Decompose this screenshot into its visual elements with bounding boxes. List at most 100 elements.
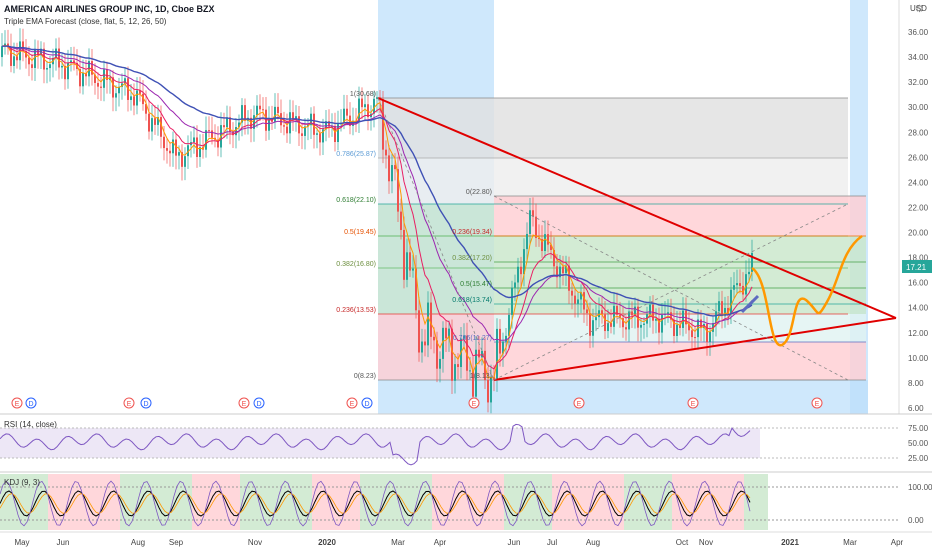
candle-body <box>175 139 177 156</box>
triangle-lower-line[interactable] <box>493 317 897 381</box>
candle-body <box>688 324 690 331</box>
candle-body <box>511 287 513 315</box>
candle-body <box>454 364 456 381</box>
candle-body <box>412 268 414 271</box>
kdj-band <box>696 474 720 530</box>
candle-body <box>358 98 360 122</box>
candle-body <box>718 301 720 312</box>
kdj-band <box>456 474 480 530</box>
event-marker <box>11 397 23 409</box>
fib-right-label: 0.236(19.34) <box>452 229 492 236</box>
candle-body <box>244 105 246 121</box>
candle-body <box>436 340 438 369</box>
candle-body <box>418 310 420 353</box>
candle-body <box>151 118 153 132</box>
price-tick-label: 16.00 <box>908 279 929 288</box>
candle-body <box>724 307 726 316</box>
price-tick-label: 24.00 <box>908 178 929 187</box>
time-axis-label: 2020 <box>318 538 336 547</box>
candle-body <box>571 290 573 296</box>
event-marker <box>346 397 358 409</box>
kdj-band <box>264 474 288 530</box>
price-tick-label: 10.00 <box>908 354 929 363</box>
candle-body <box>424 341 426 346</box>
candle-body <box>82 73 84 87</box>
candle-body <box>544 234 546 252</box>
candle-body <box>376 97 378 99</box>
fib-diagonal <box>377 97 495 381</box>
candle-body <box>667 312 669 314</box>
fib-zone <box>378 98 848 158</box>
kdj-band <box>72 474 96 530</box>
candle-body <box>70 60 72 63</box>
candle-body <box>250 117 252 129</box>
event-marker <box>253 397 265 409</box>
candle-body <box>622 318 624 328</box>
candle-body <box>547 234 549 245</box>
forecast-arrow <box>740 294 760 314</box>
candle-body <box>655 318 657 321</box>
event-marker <box>573 397 585 409</box>
candle-body <box>205 130 207 150</box>
candle-body <box>256 105 258 116</box>
event-marker-label: E <box>472 401 477 408</box>
candle-body <box>97 82 99 87</box>
candle-body <box>673 319 675 336</box>
time-axis-label: Oct <box>676 538 689 547</box>
time-axis-label: Jun <box>508 538 521 547</box>
candle-body <box>466 335 468 371</box>
candle-body <box>478 349 480 358</box>
candle-body <box>157 117 159 125</box>
candle-body <box>406 252 408 280</box>
fib-left-label: 1(30.68) <box>350 91 376 98</box>
candle-body <box>727 307 729 314</box>
price-tick-label: 8.00 <box>908 379 924 388</box>
kdj-background <box>0 474 768 530</box>
event-marker <box>811 397 823 409</box>
candle-body <box>625 327 627 330</box>
candle-body <box>100 86 102 88</box>
candle-body <box>349 115 351 126</box>
rsi-tick-label: 25.00 <box>908 454 929 463</box>
gear-icon[interactable]: ⚙ <box>915 4 924 15</box>
candle-body <box>112 77 114 98</box>
candle-body <box>556 266 558 278</box>
candle-body <box>88 61 90 77</box>
candle-body <box>280 113 282 126</box>
candle-body <box>601 310 603 315</box>
triangle-upper-line[interactable] <box>377 97 897 319</box>
candle-body <box>742 285 744 295</box>
price-axis[interactable]: 36.00 34.00 32.00 30.00 28.00 26.00 24.00 22.00… <box>908 28 929 413</box>
candle-body <box>262 109 264 111</box>
candle-body <box>658 318 660 333</box>
time-axis-label: Apr <box>891 538 904 547</box>
kdj-band <box>312 474 336 530</box>
candle-body <box>253 115 255 129</box>
candle-body <box>676 324 678 336</box>
candle-body <box>586 309 588 314</box>
candle-body <box>13 56 15 66</box>
candle-body <box>226 117 228 128</box>
candle-body <box>181 152 183 167</box>
candle-body <box>130 96 132 100</box>
kdj-d-line <box>0 493 751 514</box>
event-marker-label: E <box>691 401 696 408</box>
candle-body <box>397 169 399 212</box>
event-marker-label: D <box>256 401 261 408</box>
candle-body <box>136 90 138 106</box>
time-axis[interactable]: May Jun Aug Sep Nov 2020 Mar Apr Jun Jul Aug Oct Nov… <box>14 538 903 547</box>
candle-body <box>526 233 528 250</box>
symbol-title: AMERICAN AIRLINES GROUP INC, 1D, Cboe BZ… <box>4 4 215 14</box>
candle-body <box>529 210 531 234</box>
candle-body <box>322 129 324 143</box>
event-marker <box>25 397 37 409</box>
candle-body <box>628 311 630 330</box>
candle-body <box>394 165 396 170</box>
candle-body <box>421 341 423 353</box>
candle-body <box>295 116 297 120</box>
fib-right-label: 0.5(15.47) <box>460 281 492 288</box>
rsi-band <box>0 428 760 458</box>
candle-body <box>514 282 516 288</box>
